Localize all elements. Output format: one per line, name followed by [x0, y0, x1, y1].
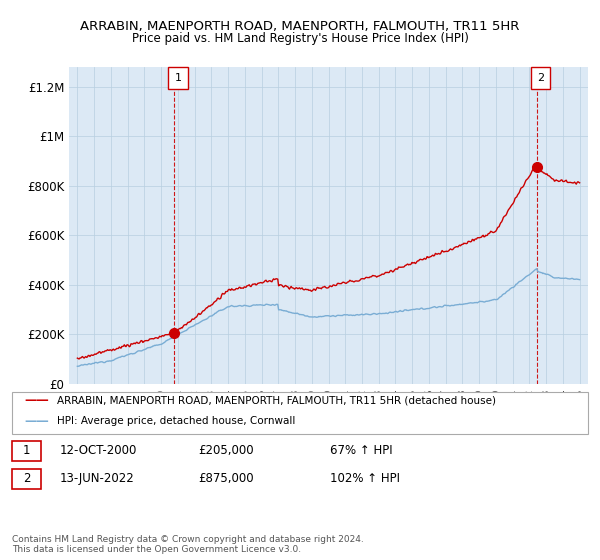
Text: Price paid vs. HM Land Registry's House Price Index (HPI): Price paid vs. HM Land Registry's House …: [131, 32, 469, 45]
Text: £875,000: £875,000: [198, 472, 254, 486]
Text: £205,000: £205,000: [198, 444, 254, 458]
FancyBboxPatch shape: [531, 67, 550, 90]
Text: 12-OCT-2000: 12-OCT-2000: [60, 444, 137, 458]
FancyBboxPatch shape: [168, 67, 188, 90]
Text: ——: ——: [24, 414, 49, 428]
Text: ARRABIN, MAENPORTH ROAD, MAENPORTH, FALMOUTH, TR11 5HR: ARRABIN, MAENPORTH ROAD, MAENPORTH, FALM…: [80, 20, 520, 32]
Text: 67% ↑ HPI: 67% ↑ HPI: [330, 444, 392, 458]
Text: 1: 1: [175, 73, 181, 83]
Text: ——: ——: [24, 394, 49, 407]
Text: 2: 2: [537, 73, 544, 83]
Text: 102% ↑ HPI: 102% ↑ HPI: [330, 472, 400, 486]
Text: 1: 1: [23, 444, 30, 458]
Text: 2: 2: [23, 472, 30, 486]
Text: 13-JUN-2022: 13-JUN-2022: [60, 472, 135, 486]
Text: ARRABIN, MAENPORTH ROAD, MAENPORTH, FALMOUTH, TR11 5HR (detached house): ARRABIN, MAENPORTH ROAD, MAENPORTH, FALM…: [57, 395, 496, 405]
Text: Contains HM Land Registry data © Crown copyright and database right 2024.
This d: Contains HM Land Registry data © Crown c…: [12, 535, 364, 554]
Text: HPI: Average price, detached house, Cornwall: HPI: Average price, detached house, Corn…: [57, 416, 295, 426]
